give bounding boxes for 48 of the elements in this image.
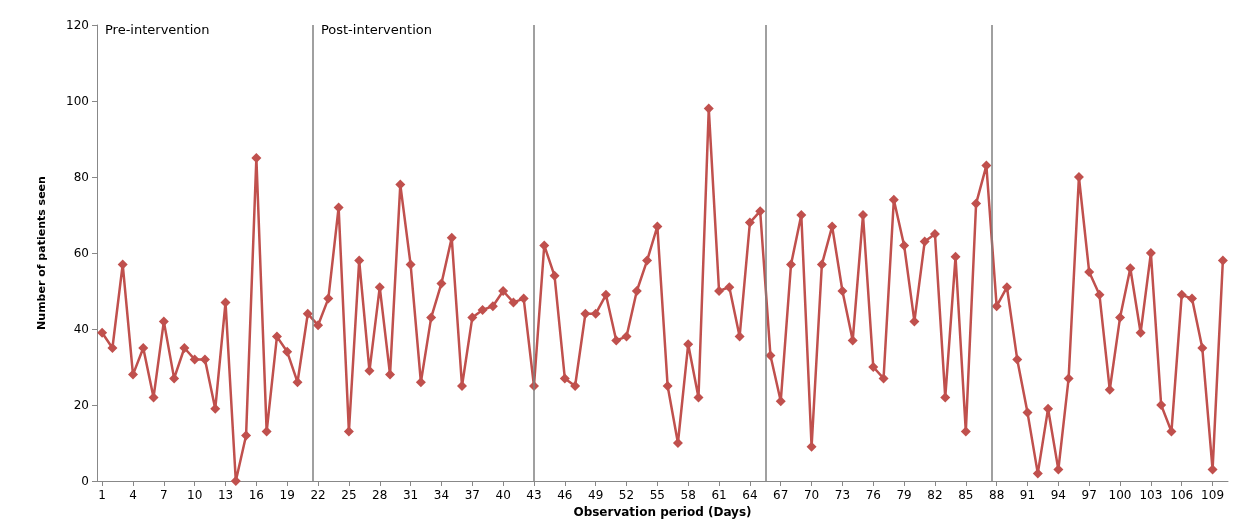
x-tick-label: 82 xyxy=(927,488,943,502)
x-tick-label: 64 xyxy=(742,488,758,502)
x-axis-title: Observation period (Days) xyxy=(573,504,752,519)
x-tick-label: 40 xyxy=(495,488,511,502)
x-tick-label: 43 xyxy=(526,488,542,502)
x-tick-label: 79 xyxy=(896,488,912,502)
y-tick-label: 120 xyxy=(66,18,89,32)
x-tick-label: 10 xyxy=(187,488,203,502)
x-tick-label: 16 xyxy=(248,488,265,502)
y-tick-label: 0 xyxy=(81,474,89,488)
y-tick-label: 40 xyxy=(73,322,89,336)
x-tick-label: 31 xyxy=(402,488,419,502)
x-tick-label: 1 xyxy=(98,488,106,502)
x-tick-label: 91 xyxy=(1019,488,1036,502)
x-tick-label: 103 xyxy=(1139,488,1163,502)
x-tick-label: 70 xyxy=(803,488,820,502)
x-tick-label: 61 xyxy=(711,488,727,502)
x-tick-label: 46 xyxy=(557,488,573,502)
x-tick-label: 97 xyxy=(1081,488,1097,502)
y-tick-label: 80 xyxy=(73,170,89,184)
x-tick-label: 106 xyxy=(1170,488,1194,502)
x-tick-label: 25 xyxy=(341,488,357,502)
x-tick-label: 76 xyxy=(865,488,881,502)
y-tick-label: 100 xyxy=(66,94,89,108)
x-tick-label: 37 xyxy=(464,488,480,502)
x-tick-label: 22 xyxy=(310,488,326,502)
y-tick-label: 60 xyxy=(73,246,89,260)
x-tick-label: 100 xyxy=(1108,488,1132,502)
x-tick-label: 19 xyxy=(279,488,295,502)
x-tick-label: 52 xyxy=(618,488,635,502)
y-tick-label: 20 xyxy=(73,398,89,412)
x-tick-label: 49 xyxy=(588,488,604,502)
x-tick-label: 73 xyxy=(834,488,851,502)
x-tick-label: 13 xyxy=(217,488,234,502)
x-tick-label: 58 xyxy=(680,488,696,502)
x-tick-label: 4 xyxy=(129,488,137,502)
x-tick-label: 34 xyxy=(433,488,450,502)
x-tick-label: 94 xyxy=(1050,488,1066,502)
x-tick-label: 55 xyxy=(649,488,665,502)
x-tick-label: 28 xyxy=(372,488,388,502)
y-axis-title: Number of patients seen xyxy=(35,176,48,330)
x-tick-label: 88 xyxy=(989,488,1005,502)
annotation: Pre-intervention xyxy=(105,22,210,37)
x-tick-label: 67 xyxy=(773,488,789,502)
x-tick-label: 7 xyxy=(160,488,168,502)
x-tick-label: 109 xyxy=(1201,488,1225,502)
annotation: Post-intervention xyxy=(320,22,432,37)
x-tick-label: 85 xyxy=(958,488,974,502)
